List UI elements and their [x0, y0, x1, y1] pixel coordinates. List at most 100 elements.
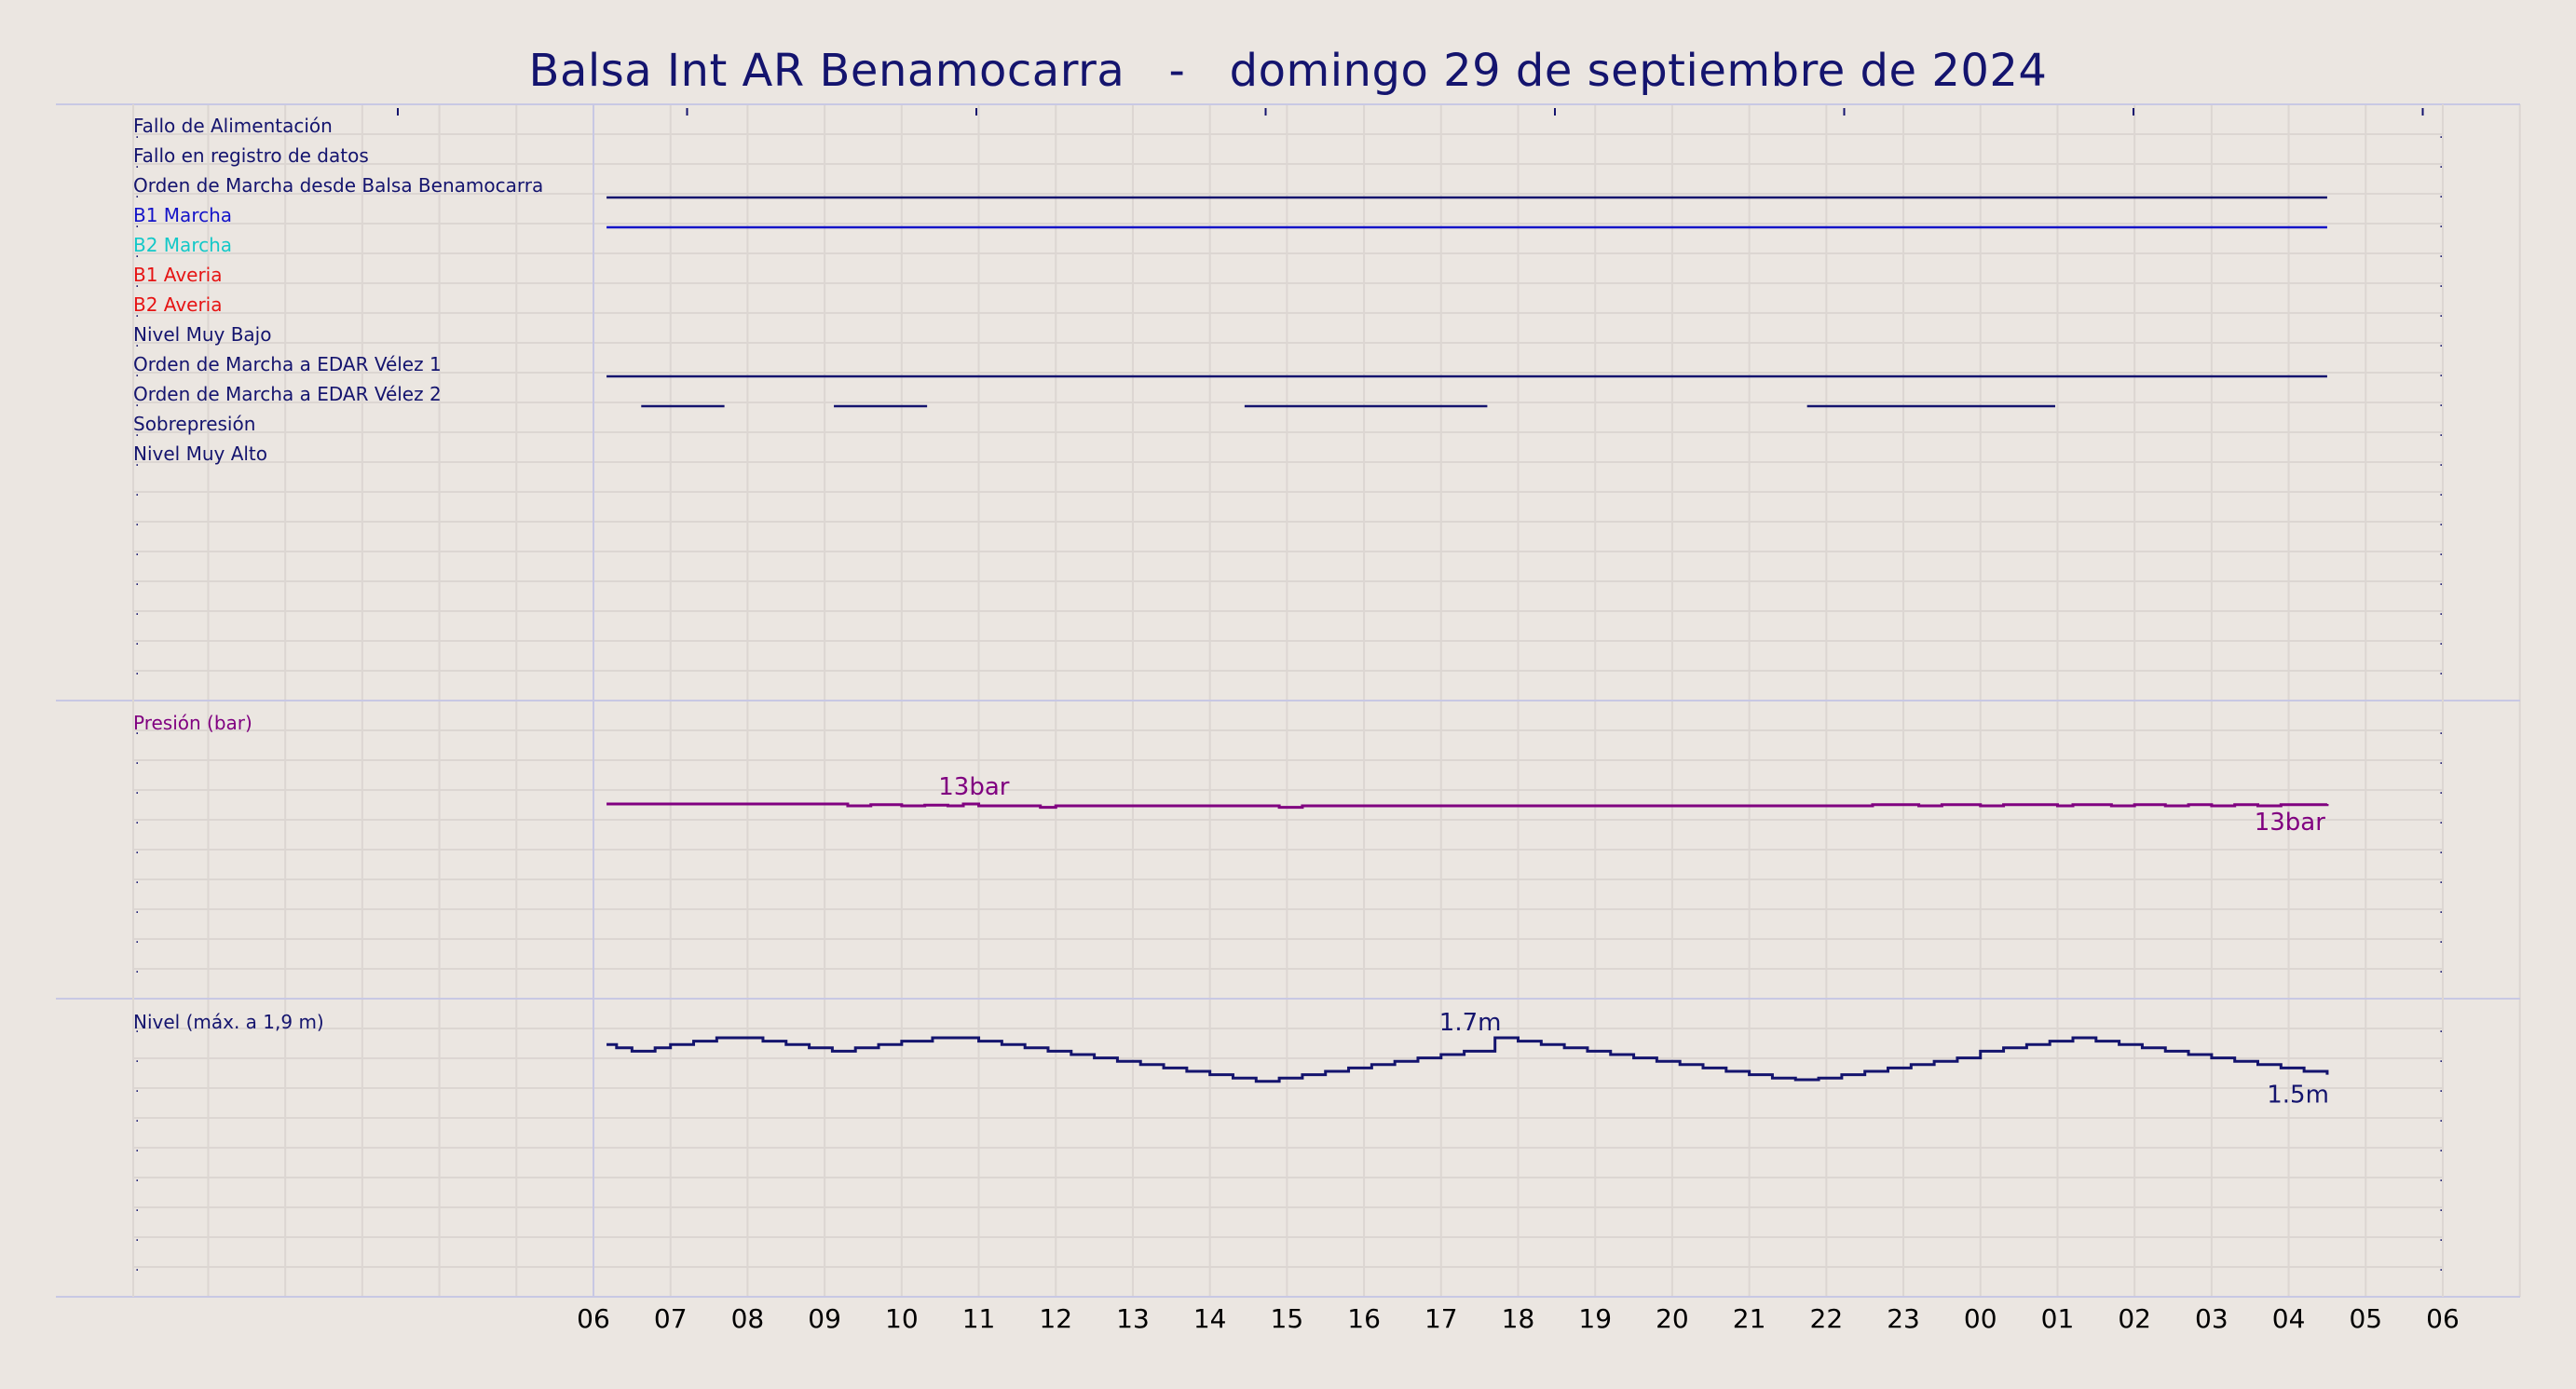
- pressure-panel: Presión (bar) 13bar 13bar: [133, 712, 2329, 837]
- x-tick-label: 16: [1347, 1303, 1381, 1334]
- grid-tick-dot: .: [135, 157, 139, 171]
- grid-tick-dot: .: [135, 1081, 139, 1096]
- grid-tick-dot: .: [135, 812, 139, 827]
- grid-tick-dot: .: [2439, 1110, 2443, 1125]
- grid-tick-dot: .: [2439, 335, 2443, 350]
- grid-tick-dot: .: [2439, 961, 2443, 976]
- x-tick-label: 15: [1271, 1303, 1304, 1334]
- grid-tick-dot: .: [135, 544, 139, 559]
- x-tick-label: 01: [2041, 1303, 2075, 1334]
- x-tick-label: 11: [962, 1303, 996, 1334]
- grid-tick-dot: .: [135, 842, 139, 857]
- grid-tick-dot: .: [2439, 932, 2443, 946]
- grid-tick-dot: .: [135, 872, 139, 887]
- x-tick-label: 08: [731, 1303, 765, 1334]
- grid-tick-dot: .: [135, 246, 139, 261]
- signal-label: B1 Averia: [133, 264, 223, 286]
- pressure-data-label: 13bar: [2255, 809, 2326, 837]
- grid-tick-dot: .: [2439, 1200, 2443, 1215]
- grid-tick-dot: .: [135, 455, 139, 470]
- grid-tick-dot: .: [135, 1170, 139, 1185]
- grid-tick-dot: .: [2439, 812, 2443, 827]
- grid-tick-dot: .: [2439, 753, 2443, 768]
- chart-title: Balsa Int AR Benamocarra - domingo 29 de…: [528, 45, 2048, 97]
- grid-tick-dot: .: [2439, 1260, 2443, 1274]
- x-axis: 06 07 08 09 10 11 12 13 14 15 16 17 18 19 20 21 22 23 00 01…: [577, 1303, 2460, 1334]
- x-tick-label: 21: [1733, 1303, 1766, 1334]
- grid-tick-dot: .: [2439, 157, 2443, 171]
- x-tick-label: 10: [885, 1303, 919, 1334]
- pressure-data-label: 13bar: [938, 773, 1010, 801]
- signal-label: B2 Averia: [133, 293, 223, 316]
- grid-tick-dot: .: [135, 663, 139, 678]
- level-axis-label: Nivel (máx. a 1,9 m): [133, 1011, 324, 1033]
- signal-label: Nivel Muy Alto: [133, 443, 267, 465]
- grid-tick-dot: .: [2439, 574, 2443, 589]
- grid-tick-dot: .: [135, 335, 139, 350]
- grid-tick-dot: .: [135, 484, 139, 499]
- grid-tick-dot: .: [2439, 872, 2443, 887]
- x-tick-label: 05: [2349, 1303, 2382, 1334]
- grid-tick-dot: .: [135, 216, 139, 231]
- grid-tick-dot: .: [2439, 186, 2443, 201]
- grid-tick-dot: .: [135, 186, 139, 201]
- grid-tick-dot: .: [2439, 127, 2443, 142]
- x-tick-label: 19: [1578, 1303, 1612, 1334]
- x-tick-label: 23: [1887, 1303, 1920, 1334]
- grid-tick-dot: .: [2439, 455, 2443, 470]
- grid-tick-dot: .: [2439, 216, 2443, 231]
- grid-tick-dot: .: [135, 633, 139, 648]
- grid-tick-dot: .: [2439, 365, 2443, 380]
- grid-tick-dot: .: [2439, 246, 2443, 261]
- x-tick-label: 04: [2272, 1303, 2306, 1334]
- x-tick-label: 07: [654, 1303, 688, 1334]
- grid-tick-dot: .: [135, 514, 139, 529]
- grid-tick-dot: .: [135, 425, 139, 440]
- grid-tick-dot: .: [135, 395, 139, 410]
- signal-label: Fallo en registro de datos: [133, 144, 369, 167]
- grid-tick-dot: .: [135, 127, 139, 142]
- grid-tick-dot: .: [135, 1051, 139, 1066]
- grid-tick-dot: .: [135, 783, 139, 797]
- grid-tick-dot: .: [2439, 395, 2443, 410]
- pressure-line: [607, 802, 2329, 810]
- x-tick-label: 06: [577, 1303, 610, 1334]
- x-tick-label: 12: [1039, 1303, 1072, 1334]
- signal-label: B1 Marcha: [133, 204, 232, 226]
- x-tick-label: 14: [1193, 1303, 1227, 1334]
- grid-tick-dot: .: [135, 753, 139, 768]
- grid-tick-dot: .: [2439, 1021, 2443, 1036]
- grid-tick-dot: .: [135, 961, 139, 976]
- grid-tick-dot: .: [135, 1110, 139, 1125]
- grid-tick-dot: .: [2439, 514, 2443, 529]
- x-tick-label: 18: [1502, 1303, 1535, 1334]
- x-tick-label: 06: [2426, 1303, 2460, 1334]
- grid-tick-dot: .: [135, 365, 139, 380]
- level-line: [607, 1036, 2329, 1083]
- x-tick-label: 17: [1424, 1303, 1458, 1334]
- digital-signals-panel: Fallo de Alimentación Fallo en registro d…: [133, 115, 2327, 465]
- grid-tick-dot: .: [2439, 484, 2443, 499]
- panel-frames: [56, 103, 2520, 1298]
- x-tick-label: 00: [1964, 1303, 1997, 1334]
- grid-tick-dot: .: [135, 1021, 139, 1036]
- x-tick-label: 22: [1810, 1303, 1844, 1334]
- pressure-axis-label: Presión (bar): [133, 712, 252, 734]
- grid-tick-dot: .: [2439, 604, 2443, 619]
- grid-tick-dot: .: [2439, 1170, 2443, 1185]
- signal-label: Nivel Muy Bajo: [133, 323, 271, 346]
- grid-tick-dot: .: [135, 932, 139, 946]
- x-tick-label: 03: [2195, 1303, 2228, 1334]
- grid-tick-dot: .: [135, 1230, 139, 1245]
- level-data-label: 1.5m: [2267, 1082, 2329, 1110]
- signal-label: Orden de Marcha desde Balsa Benamocarra: [133, 174, 543, 197]
- grid-tick-dot: .: [2439, 663, 2443, 678]
- signal-label: Orden de Marcha a EDAR Vélez 2: [133, 383, 442, 405]
- level-panel: Nivel (máx. a 1,9 m) 1.7m 1.5m: [133, 1009, 2329, 1110]
- grid-tick-dot: .: [2439, 276, 2443, 291]
- grid-tick-dot: .: [135, 1140, 139, 1155]
- grid-tick-dot: .: [2439, 842, 2443, 857]
- x-tick-label: 20: [1656, 1303, 1689, 1334]
- grid-tick-dot: .: [135, 276, 139, 291]
